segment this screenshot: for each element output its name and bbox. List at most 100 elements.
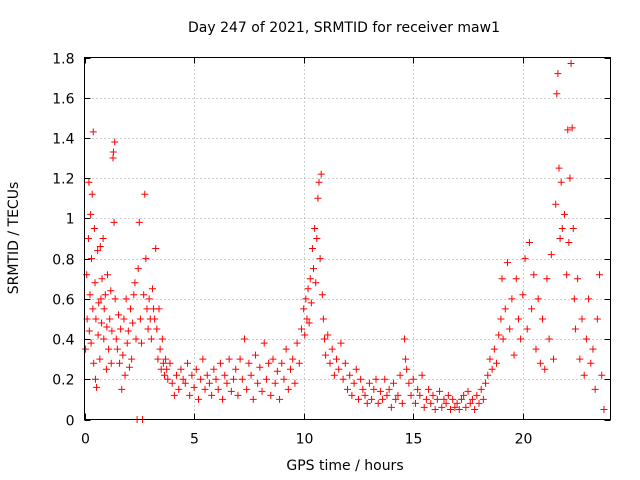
data-point-marker [517, 335, 525, 343]
data-point-marker [591, 385, 599, 393]
data-point-marker [350, 379, 358, 387]
data-point-marker [85, 327, 93, 335]
data-point-marker [543, 275, 551, 283]
data-point-marker [94, 247, 102, 255]
x-tick-label: 0 [81, 432, 90, 448]
data-point-marker [453, 399, 461, 407]
data-point-marker [109, 148, 117, 156]
data-point-marker [116, 359, 124, 367]
data-point-marker [390, 379, 398, 387]
data-point-marker [312, 279, 320, 287]
data-point-marker [210, 365, 218, 373]
data-point-marker [152, 245, 160, 253]
data-point-marker [407, 391, 415, 399]
data-point-marker [357, 375, 365, 383]
data-point-marker [227, 387, 235, 395]
data-point-marker [457, 395, 465, 403]
data-point-marker [260, 339, 268, 347]
data-point-marker [574, 275, 582, 283]
data-point-marker [311, 224, 319, 232]
data-point-marker [301, 331, 309, 339]
chart-title: Day 247 of 2021, SRMTID for receiver maw… [188, 20, 500, 36]
data-point-marker [106, 315, 114, 323]
data-point-marker [99, 235, 107, 242]
data-point-marker [194, 395, 202, 403]
data-point-marker [541, 365, 549, 373]
data-point-marker [125, 363, 133, 371]
data-point-marker [352, 365, 360, 373]
data-point-marker [159, 359, 167, 367]
y-tick-label: 0.2 [52, 373, 74, 389]
data-point-marker [111, 138, 119, 146]
data-point-marker [102, 365, 110, 373]
data-point-marker [130, 291, 138, 299]
data-point-marker [89, 305, 97, 313]
data-point-marker [258, 387, 266, 395]
data-point-marker [87, 339, 95, 347]
data-point-marker [238, 375, 246, 383]
data-point-marker [170, 391, 178, 399]
data-point-marker [370, 385, 378, 393]
axis-ticks: 0 0.2 0.4 0.6 0.8 1 1.2 1.4 1.6 1.8 0 5 10 15 20 [52, 52, 611, 448]
data-point-marker [587, 359, 595, 367]
data-point-marker [109, 154, 117, 162]
data-point-marker [293, 339, 301, 347]
data-point-marker [433, 395, 441, 403]
data-point-marker [519, 291, 527, 299]
data-point-marker [300, 305, 308, 313]
data-point-marker [447, 405, 455, 413]
data-point-marker [558, 224, 566, 232]
data-point-marker [110, 218, 118, 226]
data-point-marker [521, 255, 529, 263]
data-point-marker [440, 395, 448, 403]
data-point-marker [552, 200, 560, 208]
data-point-marker [473, 391, 481, 399]
data-point-marker [307, 299, 315, 307]
data-point-marker [212, 375, 220, 383]
data-point-marker [545, 335, 553, 343]
y-tick-label: 1.6 [52, 92, 74, 108]
data-point-marker [93, 383, 101, 391]
data-point-marker [120, 315, 128, 323]
data-point-marker [547, 251, 555, 259]
data-point-marker [320, 335, 328, 343]
data-point-marker [596, 271, 604, 279]
data-point-marker [568, 124, 576, 132]
data-point-marker [92, 315, 100, 323]
data-point-marker [455, 405, 463, 413]
data-point-marker [123, 339, 131, 347]
data-point-marker [341, 359, 349, 367]
data-point-marker [337, 339, 345, 347]
data-point-marker [230, 375, 238, 383]
data-point-marker [528, 305, 536, 313]
data-point-marker [374, 399, 382, 407]
data-point-marker [214, 385, 222, 393]
data-point-marker [567, 60, 575, 68]
data-point-marker [479, 395, 487, 403]
data-point-marker [396, 371, 404, 379]
data-point-marker [313, 235, 321, 242]
data-point-marker [576, 355, 584, 363]
data-point-marker [100, 335, 108, 343]
data-point-marker [394, 391, 402, 399]
data-point-marker [514, 315, 522, 323]
data-point-marker [499, 335, 507, 343]
data-point-marker [400, 335, 408, 343]
data-point-marker [354, 395, 362, 403]
data-point-marker [287, 365, 295, 373]
data-point-marker [168, 379, 176, 387]
data-point-marker [304, 285, 312, 293]
data-point-marker [112, 335, 120, 343]
data-point-marker [303, 315, 311, 323]
data-point-marker [85, 178, 93, 186]
data-point-marker [348, 391, 356, 399]
data-point-marker [570, 295, 578, 303]
data-point-marker [131, 279, 139, 287]
data-point-marker [137, 339, 145, 347]
data-point-marker [593, 315, 601, 323]
plot-frame [84, 57, 611, 420]
data-point-marker [234, 391, 242, 399]
data-point-marker [471, 405, 479, 413]
data-point-marker [108, 327, 116, 335]
